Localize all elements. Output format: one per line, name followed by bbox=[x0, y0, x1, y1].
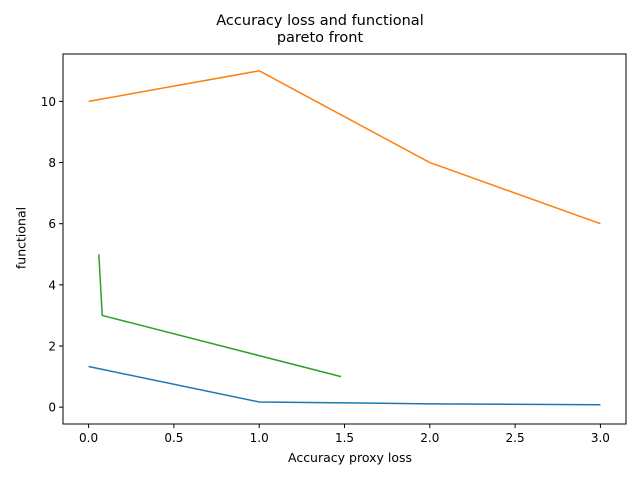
x-tick-label: 2.0 bbox=[420, 431, 439, 445]
y-tick-label: 6 bbox=[48, 217, 56, 231]
y-tick-label: 8 bbox=[48, 156, 56, 170]
y-tick-label: 2 bbox=[48, 340, 56, 354]
y-tick-label: 10 bbox=[41, 95, 56, 109]
y-axis-label: functional bbox=[13, 206, 29, 270]
x-tick-label: 2.5 bbox=[506, 431, 525, 445]
series-line-3 bbox=[98, 254, 342, 378]
series-line-2 bbox=[88, 70, 601, 225]
series-layer bbox=[88, 70, 601, 406]
y-tick-label: 4 bbox=[48, 278, 56, 292]
x-axis-label: Accuracy proxy loss bbox=[287, 450, 413, 465]
x-tick-label: 0.5 bbox=[164, 431, 183, 445]
x-tick-label: 1.0 bbox=[250, 431, 269, 445]
y-axis-ticks: 0 2 4 6 8 10 bbox=[41, 95, 63, 415]
plot-frame bbox=[62, 53, 627, 425]
x-tick-label: 1.5 bbox=[335, 431, 354, 445]
y-tick-label: 0 bbox=[48, 401, 56, 415]
chart-title-line-1: Accuracy loss and functional bbox=[216, 13, 424, 29]
chart-title-line-2: pareto front bbox=[276, 30, 364, 46]
series-line-1 bbox=[88, 365, 601, 406]
x-axis-ticks: 0.0 0.5 1.0 1.5 2.0 2.5 3.0 bbox=[79, 424, 610, 445]
x-tick-label: 3.0 bbox=[591, 431, 610, 445]
x-tick-label: 0.0 bbox=[79, 431, 98, 445]
